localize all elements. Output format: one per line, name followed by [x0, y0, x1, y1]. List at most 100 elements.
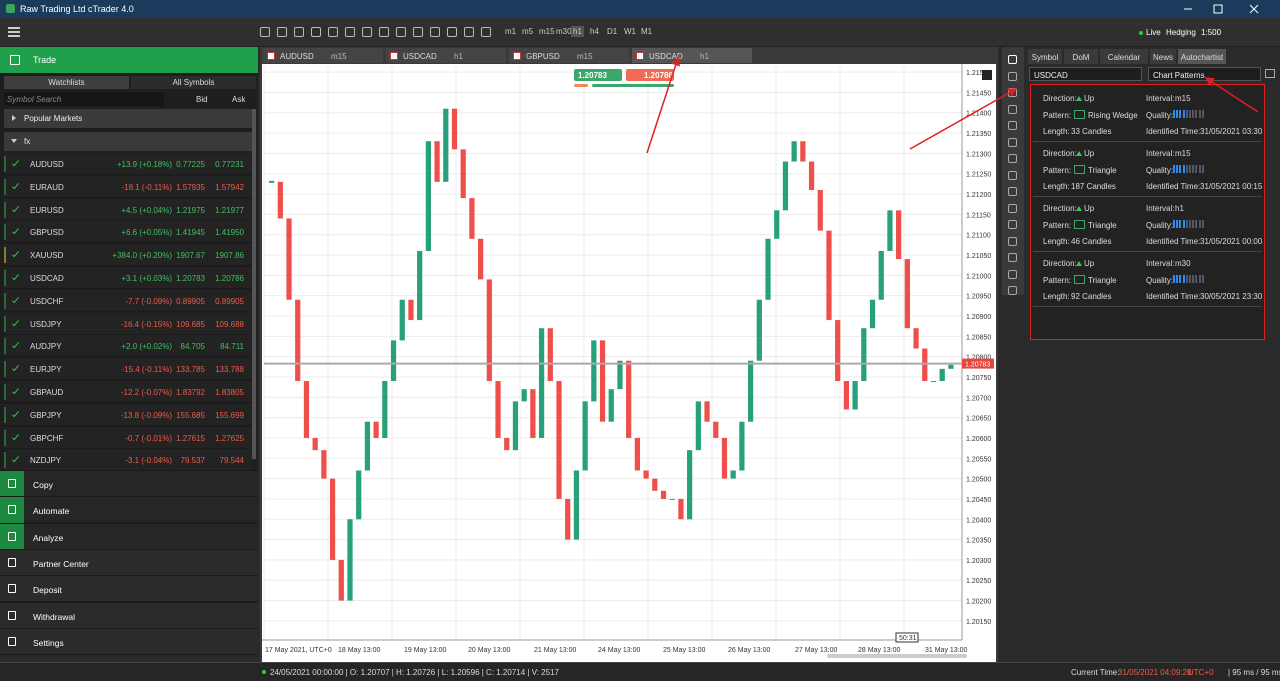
nav-item[interactable]: Analyze [0, 522, 258, 550]
drawing-tool[interactable] [1008, 55, 1017, 64]
candle [835, 320, 841, 382]
panel-tab[interactable]: News [1150, 49, 1176, 64]
timeframe-button[interactable]: h4 [590, 27, 599, 36]
panel-tab[interactable]: Calendar [1100, 49, 1148, 64]
drawing-tool[interactable] [1008, 187, 1017, 196]
mode-select[interactable]: Chart Patterns [1148, 67, 1261, 81]
trade-header[interactable]: Trade [0, 47, 258, 73]
drawing-tool[interactable] [1008, 269, 1017, 279]
pattern-item[interactable]: Direction: Up Interval: m30 Pattern: Triangle… [1033, 254, 1262, 307]
watchlist-row[interactable]: EURUSD +4.5 (+0.04%) 1.21975 1.21977 [4, 198, 252, 221]
tool-icon[interactable] [430, 27, 440, 37]
check-icon [12, 158, 19, 167]
timeframe-button[interactable]: m1 [505, 27, 517, 36]
drawing-tool[interactable] [1008, 170, 1017, 180]
window-title: Raw Trading Ltd cTrader 4.0 [20, 4, 134, 14]
tool-icon[interactable] [396, 27, 406, 37]
timeframe-button[interactable]: D1 [607, 27, 618, 36]
group-header[interactable]: fx [4, 132, 254, 151]
window-controls[interactable] [1180, 0, 1280, 18]
sell-button[interactable] [574, 69, 622, 81]
watchlist-row[interactable]: GBPAUD -12.2 (-0.07%) 1.83792 1.83805 [4, 381, 252, 403]
nav-item[interactable]: Deposit [0, 575, 258, 602]
watchlist-row[interactable]: EURJPY -15.4 (-0.11%) 133.785 133.788 [4, 358, 252, 381]
timeframe-button[interactable]: M1 [641, 27, 653, 36]
nav-item[interactable]: Copy [0, 470, 258, 497]
drawing-tool[interactable] [1008, 121, 1017, 130]
pattern-item[interactable]: Direction: Up Interval: m15 Pattern: Rising W… [1033, 89, 1262, 142]
chart-tab[interactable]: USDCAD h1 [632, 48, 752, 63]
menu-button[interactable] [8, 27, 20, 29]
watchlist-row[interactable]: EURAUD -18.1 (-0.11%) 1.57935 1.57942 [4, 175, 252, 198]
nav-item[interactable]: Partner Center [0, 548, 258, 575]
watchlist-row[interactable]: USDCHF -7.7 (-0.09%) 0.89905 0.89905 [4, 289, 252, 312]
panel-tab[interactable]: Symbol [1028, 49, 1062, 64]
watchlist-row[interactable]: AUDUSD +13.9 (+0.18%) 0.77225 0.77231 [4, 153, 252, 175]
nav-label: Automate [33, 506, 70, 517]
nav-icon [8, 505, 16, 515]
tool-icon[interactable] [260, 27, 270, 37]
settings-icon[interactable] [1265, 69, 1275, 78]
nav-item[interactable]: Settings [0, 627, 258, 654]
tool-icon[interactable] [379, 27, 389, 37]
panel-tab[interactable]: DoM [1064, 49, 1098, 64]
watchlist-row[interactable]: USDJPY -16.4 (-0.15%) 109.685 109.688 [4, 312, 252, 335]
drawing-tool[interactable] [1008, 253, 1017, 262]
watchlist-row[interactable]: GBPCHF -0.7 (-0.01%) 1.27615 1.27625 [4, 426, 252, 449]
candle [451, 108, 458, 150]
nav-item[interactable]: Automate [0, 496, 258, 524]
drawing-tool[interactable] [1008, 154, 1017, 163]
chart-tab[interactable]: AUDUSD m15 [263, 48, 383, 63]
chart-tab[interactable]: GBPUSD m15 [509, 48, 629, 63]
tool-icon[interactable] [311, 27, 321, 37]
panel-tab[interactable]: Autochartist [1178, 49, 1226, 64]
tool-icon[interactable] [294, 27, 304, 37]
identified-value: 31/05/2021 00:15 [1200, 182, 1263, 191]
tool-icon[interactable] [362, 27, 372, 37]
watchlist-row[interactable]: AUDJPY +2.0 (+0.02%) 84.705 84.711 [4, 335, 252, 358]
drawing-tool[interactable] [1008, 236, 1017, 246]
watchlist-row[interactable]: GBPUSD +6.6 (+0.05%) 1.41945 1.41950 [4, 221, 252, 244]
pattern-item[interactable]: Direction: Up Interval: h1 Pattern: Triangle Q… [1033, 199, 1262, 252]
symbol-search[interactable]: Symbol Search [4, 92, 164, 106]
tool-icon[interactable] [464, 27, 474, 37]
drawing-tool[interactable] [1008, 137, 1017, 147]
watchlist-row[interactable]: GBPJPY -13.8 (-0.09%) 155.685 155.699 [4, 403, 252, 426]
timeframe-button[interactable]: m15 [539, 27, 555, 36]
group-header[interactable]: Popular Markets [4, 109, 254, 128]
timeframe-button[interactable]: W1 [624, 27, 636, 36]
drawing-tool[interactable] [1008, 203, 1017, 213]
nav-item[interactable]: Withdrawal [0, 601, 258, 628]
timeframe-button[interactable]: m30 [556, 27, 572, 36]
pattern-icon [1074, 220, 1085, 229]
watchlist-tab[interactable]: All Symbols [131, 76, 256, 89]
ask-price: 109.688 [215, 319, 244, 329]
tool-icon[interactable] [277, 27, 287, 37]
symbol-select[interactable]: USDCAD [1029, 67, 1142, 81]
drawing-tool[interactable] [1008, 286, 1017, 295]
watchlist-row[interactable]: XAUUSD +384.0 (+0.20%) 1907.67 1907.86 [4, 244, 252, 267]
drawing-tool[interactable] [1008, 104, 1017, 114]
tool-icon[interactable] [413, 27, 423, 37]
candle [504, 437, 510, 451]
watchlist-tab[interactable]: Watchlists [4, 76, 129, 89]
tool-icon[interactable] [481, 27, 491, 37]
chart-tab[interactable]: USDCAD h1 [386, 48, 506, 63]
chart[interactable]: 1.21500 1.21450 1.21400 1.21350 1.21300 1.212… [262, 64, 996, 662]
tool-icon[interactable] [328, 27, 338, 37]
drawing-tool[interactable] [1008, 220, 1017, 229]
quality-segment [1198, 220, 1201, 228]
timeframe-button[interactable]: h1 [571, 26, 584, 37]
watchlist-row[interactable]: USDCAD +3.1 (+0.03%) 1.20783 1.20786 [4, 267, 252, 289]
watchlist-row[interactable]: NZDJPY -3.1 (-0.04%) 79.537 79.544 [4, 449, 252, 472]
tool-icon[interactable] [447, 27, 457, 37]
candle [303, 381, 310, 438]
drawing-tool[interactable] [1008, 71, 1017, 81]
tab-symbol: GBPUSD [526, 52, 560, 61]
timeframe-button[interactable]: m5 [522, 27, 534, 36]
ask-price: 1907.86 [215, 251, 244, 261]
tool-icon[interactable] [345, 27, 355, 37]
drawing-tool[interactable] [1008, 88, 1017, 97]
buy-price: 1.20786 [644, 71, 673, 80]
pattern-item[interactable]: Direction: Up Interval: m15 Pattern: Triangle… [1033, 144, 1262, 197]
